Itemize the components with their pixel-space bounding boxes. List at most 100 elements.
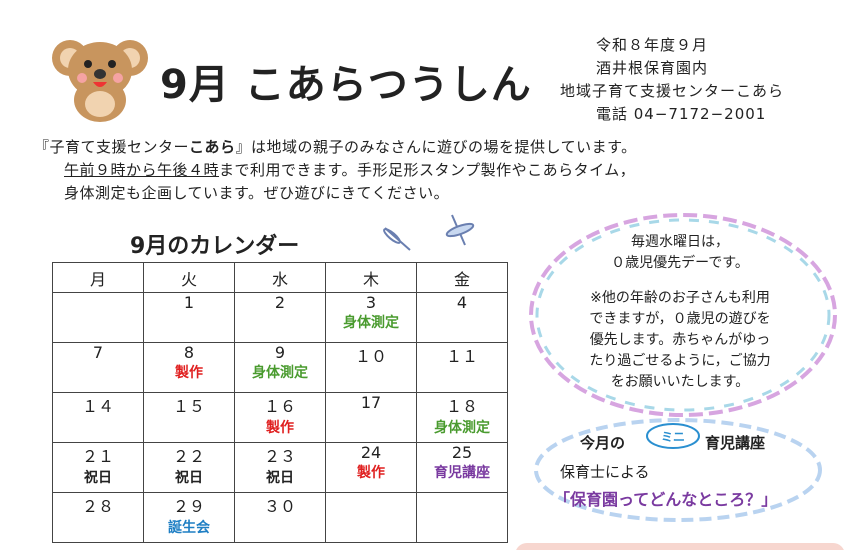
day-cell: ２３ 祝日 [234, 442, 326, 493]
week-row: 1 2 3 身体測定 4 [52, 292, 508, 343]
day-cell: 1 [143, 292, 235, 343]
lecture-by: 保育士による [560, 463, 650, 481]
day-number: 8 [183, 343, 195, 362]
day-number: １８ [445, 397, 478, 416]
info-line: 令和８年度９月 [596, 36, 709, 54]
day-number: １４ [81, 397, 114, 416]
text: 『子育て支援センター [34, 138, 190, 156]
day-cell [416, 492, 508, 543]
day-cell: １６ 製作 [234, 392, 326, 443]
lecture-prefix: 今月の [580, 434, 626, 452]
day-cell: 4 [416, 292, 508, 343]
day-cell: １４ [52, 392, 144, 443]
event: 身体測定 [434, 420, 490, 436]
text: できますが，０歳児の遊びを [589, 311, 771, 327]
day-number: ２９ [172, 497, 205, 516]
week-row: １４ １５ １６ 製作 17 １８ 身体測定 [52, 392, 508, 443]
text: ０歳児優先デーです。 [611, 255, 749, 271]
week-row: 7 8 製作 9 身体測定 １０ １１ [52, 342, 508, 393]
event: 育児講座 [434, 465, 490, 481]
text: 毎週水曜日は， [631, 234, 729, 250]
lecture-badge: ミニ [661, 430, 686, 444]
notice-lead: 毎週水曜日は， ０歳児優先デーです。 [560, 232, 800, 274]
day-cell [325, 492, 417, 543]
day-cell: １８ 身体測定 [416, 392, 508, 443]
day-number: ２３ [263, 447, 296, 466]
day-number: 7 [92, 343, 104, 362]
calendar: 月火水木金 1 2 3 身体測定 4 7 8 製作 9 身体測定 １０ １１ １４ １５ １６ 製作 17 １８ 身体… [52, 262, 508, 543]
day-number: 2 [274, 293, 286, 312]
event: 祝日 [175, 470, 203, 486]
intro-line: 身体測定も企画しています。ぜひ遊びにきてください。 [64, 184, 450, 202]
text: ※他の年齢のお子さんも利用 [590, 290, 770, 306]
day-number: ２１ [81, 447, 114, 466]
title: 9月 こあらつうしん [160, 62, 532, 108]
week-row: ２１ 祝日 ２２ 祝日 ２３ 祝日 24 製作 25 育児講座 [52, 442, 508, 493]
day-cell: 9 身体測定 [234, 342, 326, 393]
day-cell: １５ [143, 392, 235, 443]
day-number: 9 [274, 343, 286, 362]
header-row: 月火水木金 [52, 262, 508, 293]
event: 製作 [175, 365, 203, 381]
day-cell: 2 [234, 292, 326, 343]
day-number: ２２ [172, 447, 205, 466]
day-cell: １１ [416, 342, 508, 393]
event: 祝日 [84, 470, 112, 486]
notice-body: ※他の年齢のお子さんも利用 できますが，０歳児の遊びを 優先します。赤ちゃんがゆった… [545, 288, 815, 393]
dragonflies [383, 214, 475, 251]
weekday: 金 [416, 262, 508, 293]
day-cell: 3 身体測定 [325, 292, 417, 343]
day-cell: ２８ [52, 492, 144, 543]
day-cell: １０ [325, 342, 417, 393]
day-cell: ２２ 祝日 [143, 442, 235, 493]
day-cell: 17 [325, 392, 417, 443]
lecture-topic: 「保育園ってどんなところ？」 [554, 490, 778, 509]
event: 誕生会 [168, 520, 210, 536]
day-number: 17 [360, 393, 382, 412]
info-line: 電話 04−7172−2001 [596, 105, 767, 123]
text-underlined: 午前９時から午後４時 [64, 161, 220, 179]
mini-badge [646, 423, 700, 449]
day-number: 4 [456, 293, 468, 312]
day-number: 24 [360, 443, 382, 462]
event: 製作 [266, 420, 294, 436]
info-line: 地域子育て支援センターこあら [560, 82, 785, 100]
day-number: 1 [183, 293, 195, 312]
day-cell: 25 育児講座 [416, 442, 508, 493]
lecture-border [534, 418, 822, 522]
day-number: １０ [354, 347, 387, 366]
text: たり過ごせるように，ご協力 [589, 353, 771, 369]
footer-box [516, 543, 844, 550]
info-line: 酒井根保育園内 [596, 59, 709, 77]
day-number: ３０ [263, 497, 296, 516]
intro-line: 午前９時から午後４時まで利用できます。手形足形スタンプ製作やこあらタイム， [64, 159, 635, 180]
day-cell: 8 製作 [143, 342, 235, 393]
week-row: ２８ ２９ 誕生会 ３０ [52, 492, 508, 543]
text: 』は地域の親子のみなさんに遊びの場を提供しています。 [235, 138, 637, 156]
day-number: １６ [263, 397, 296, 416]
text-bold: こあら [189, 138, 236, 156]
day-number: １１ [445, 347, 478, 366]
lecture-title: 育児講座 [705, 434, 766, 452]
event: 身体測定 [252, 365, 308, 381]
day-cell: ２１ 祝日 [52, 442, 144, 493]
weekday: 木 [325, 262, 417, 293]
text: をお願いいたします。 [610, 374, 750, 390]
event: 祝日 [266, 470, 294, 486]
day-number: 25 [451, 443, 473, 462]
day-number: ２８ [81, 497, 114, 516]
text: まで利用できます。手形足形スタンプ製作やこあらタイム， [219, 161, 636, 179]
day-cell: 24 製作 [325, 442, 417, 493]
day-number: １５ [172, 397, 205, 416]
day-cell: ３０ [234, 492, 326, 543]
notice-border-inner [535, 218, 831, 412]
day-number: 3 [365, 293, 377, 312]
koala-icon [52, 40, 148, 122]
event: 身体測定 [343, 315, 399, 331]
weekday: 月 [52, 262, 144, 293]
weekday: 水 [234, 262, 326, 293]
weekday: 火 [143, 262, 235, 293]
notice-border [529, 213, 837, 417]
